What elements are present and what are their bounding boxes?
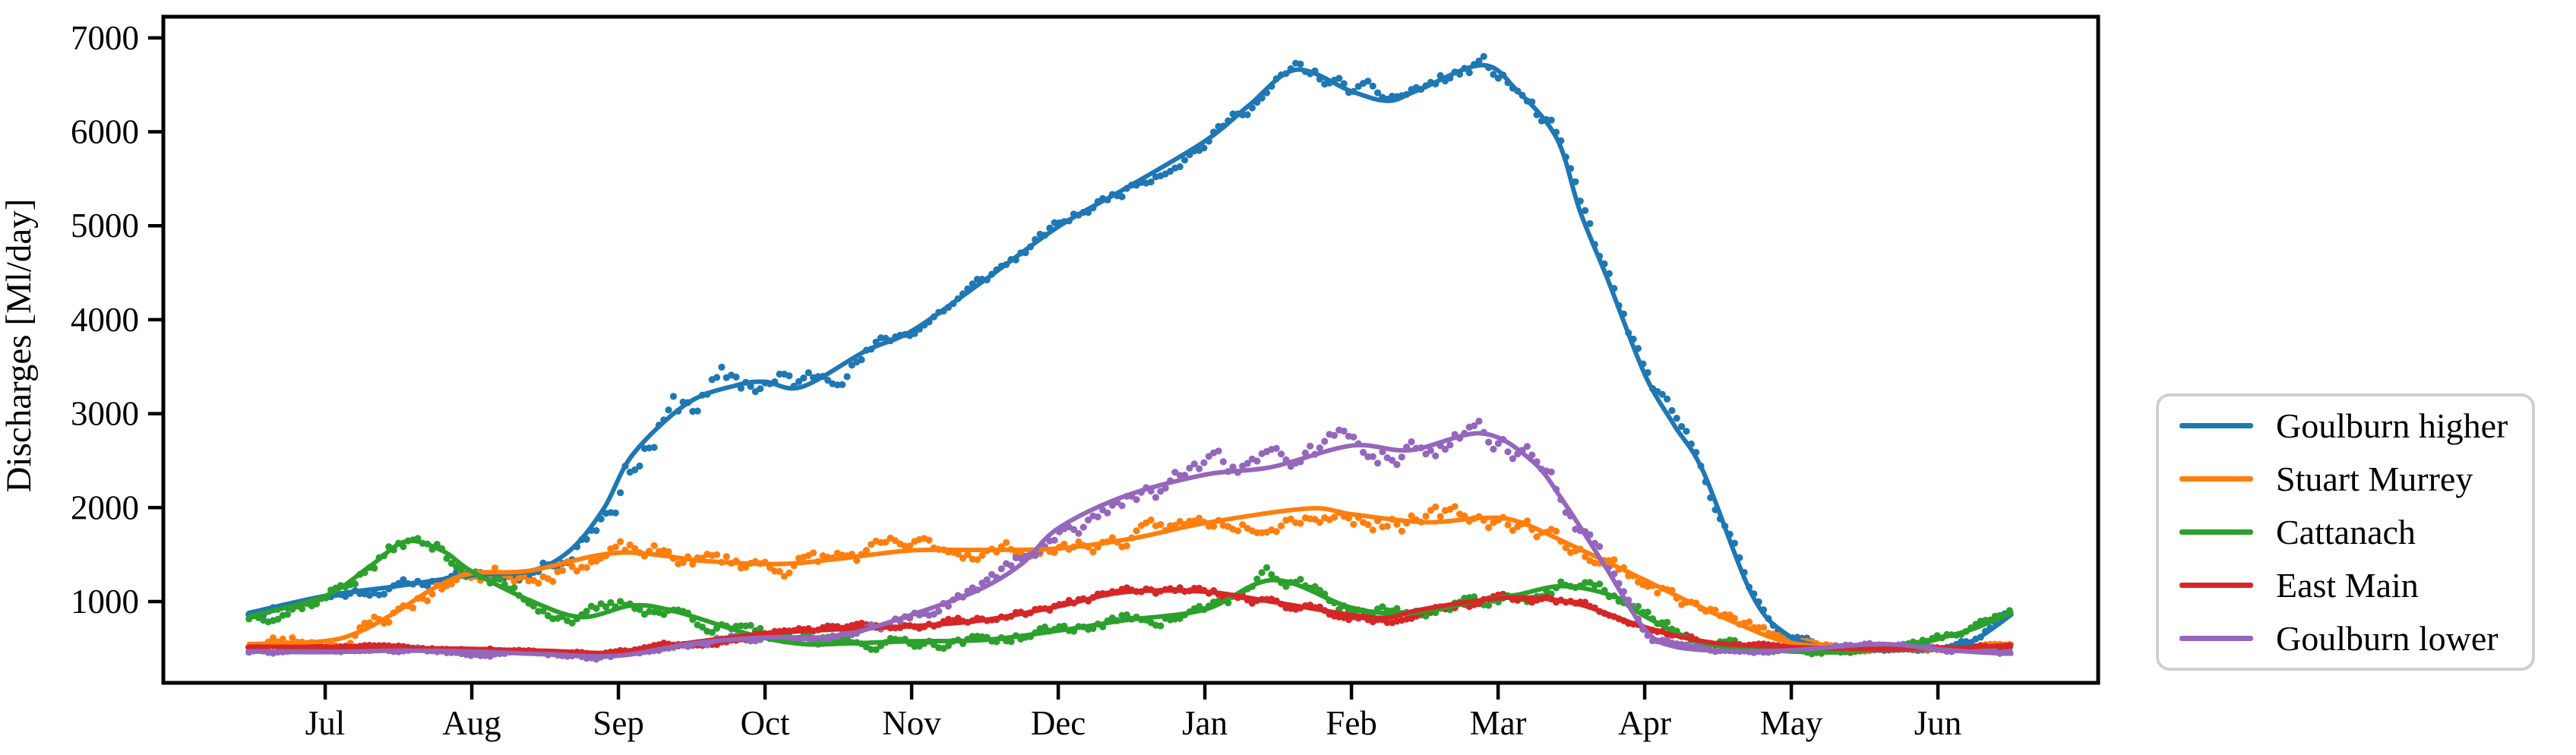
legend-label: Stuart Murrey: [2276, 459, 2473, 498]
y-axis-label: Discharges [Ml/day]: [0, 199, 39, 493]
series-line-east-main: [246, 588, 2014, 655]
y-tick-label: 4000: [71, 301, 139, 339]
series-line-goulburn-higher: [246, 62, 2014, 653]
plot-area-frame: [161, 14, 2100, 685]
scatter-cattanach: [245, 535, 2013, 658]
y-tick-label: 3000: [71, 395, 139, 433]
legend-line-sample-goulburn-lower: [2179, 636, 2253, 641]
legend-label: Goulburn higher: [2276, 406, 2508, 445]
legend: Goulburn higher Stuart Murrey Cattanach Eas…: [2156, 393, 2535, 671]
scatter-goulburn-higher: [245, 52, 2013, 655]
legend-line-sample-stuart-murrey: [2179, 476, 2253, 482]
series-line-goulburn-lower: [246, 431, 2014, 659]
x-tick-label: Oct: [741, 704, 790, 742]
x-tick-label: Sep: [593, 704, 644, 742]
legend-label: East Main: [2276, 565, 2419, 605]
y-tick-label: 7000: [71, 19, 139, 57]
series-line-cattanach: [246, 539, 2014, 655]
x-tick-label: Mar: [1470, 704, 1527, 742]
scatter-stuart-murrey: [245, 503, 2013, 655]
legend-line-sample-goulburn-higher: [2179, 423, 2253, 428]
legend-item-east-main: East Main: [2179, 565, 2532, 605]
legend-item-stuart-murrey: Stuart Murrey: [2179, 459, 2532, 498]
legend-label: Cattanach: [2276, 512, 2416, 551]
legend-item-cattanach: Cattanach: [2179, 512, 2532, 551]
x-tick-label: Aug: [442, 704, 501, 742]
y-tick-label: 1000: [71, 583, 139, 621]
legend-item-goulburn-higher: Goulburn higher: [2179, 406, 2532, 445]
x-tick-label: Dec: [1031, 704, 1086, 742]
x-tick-label: Nov: [882, 704, 941, 742]
y-tick-label: 5000: [71, 207, 139, 245]
x-tick-label: May: [1760, 704, 1823, 742]
x-tick-label: Jun: [1914, 704, 1962, 742]
y-tick-label: 2000: [71, 488, 139, 526]
smoothed-lines-layer: [246, 62, 2014, 659]
series-line-stuart-murrey: [246, 506, 2014, 652]
x-tick-label: Jan: [1182, 704, 1228, 742]
x-tick-label: Jul: [305, 704, 346, 742]
legend-label: Goulburn lower: [2276, 618, 2499, 658]
axes-layer: 1000 2000 3000 4000 5000 6000 7000 Jul Aug Sep Oct…: [71, 14, 2100, 742]
y-tick-label: 6000: [71, 113, 139, 151]
legend-line-sample-east-main: [2179, 583, 2253, 588]
legend-item-goulburn-lower: Goulburn lower: [2179, 621, 2532, 656]
x-tick-label: Feb: [1326, 704, 1377, 742]
x-tick-label: Apr: [1618, 704, 1671, 742]
legend-line-sample-cattanach: [2179, 529, 2253, 535]
